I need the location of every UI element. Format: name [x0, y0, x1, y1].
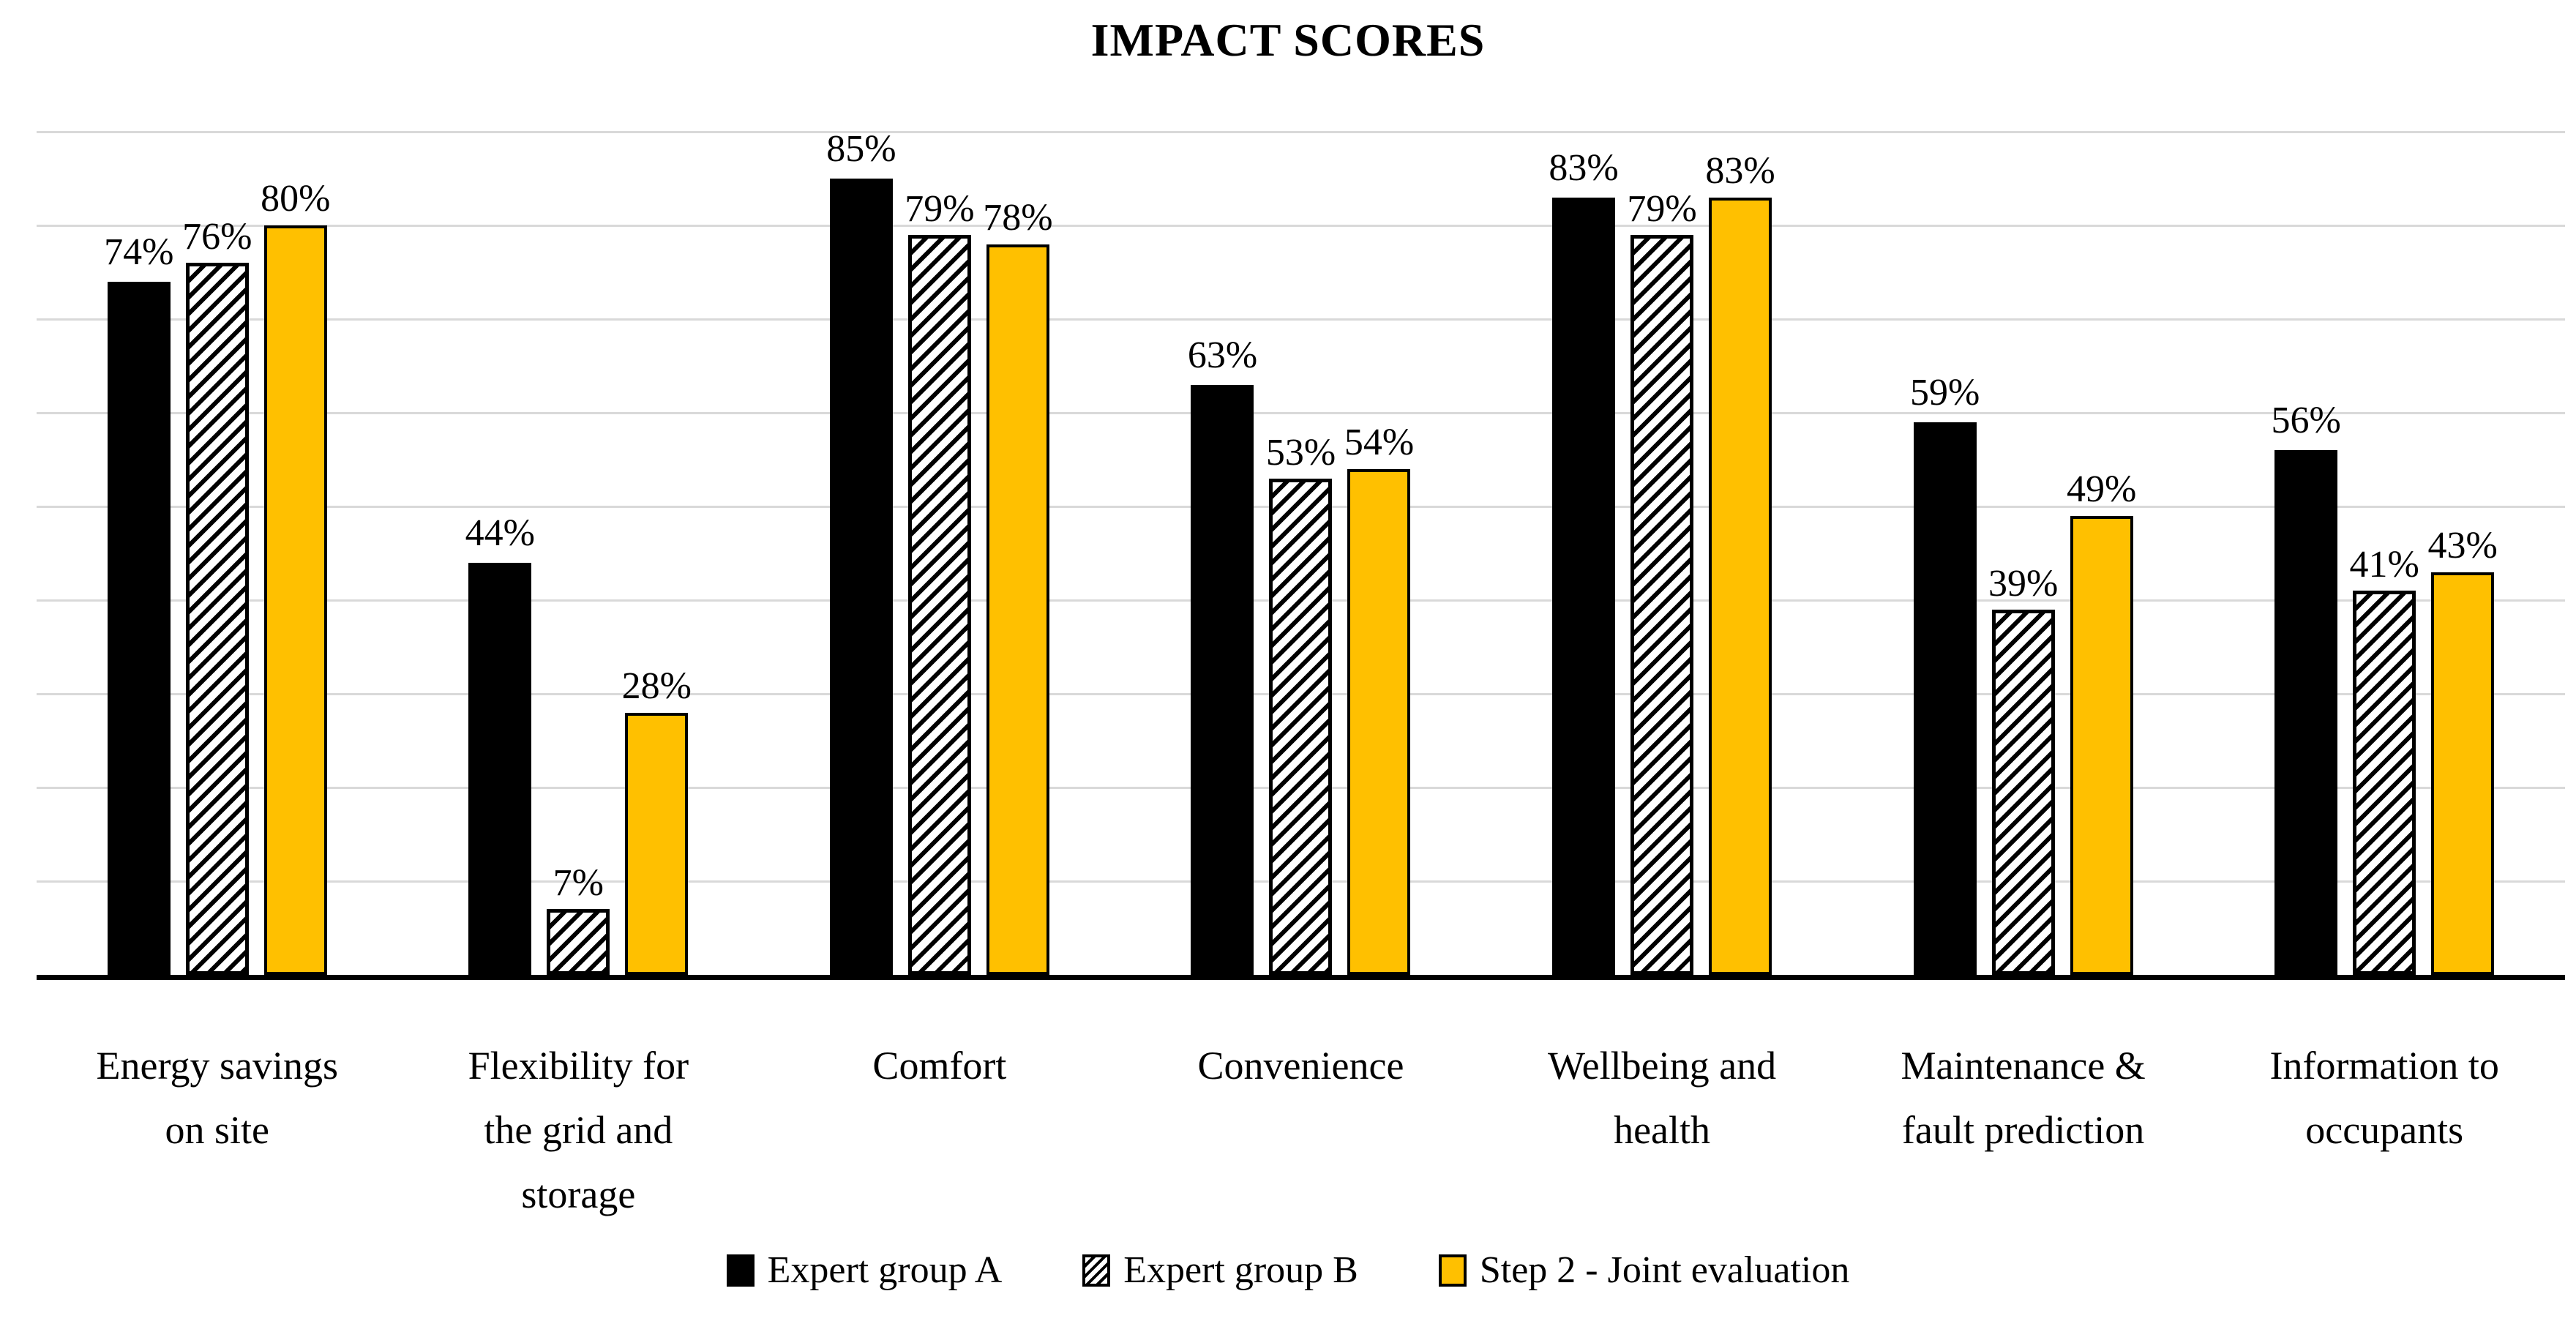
category-label-line: the grid and	[484, 1108, 673, 1152]
bar-data-label: 44%	[465, 512, 536, 555]
bar-data-label: 79%	[1627, 188, 1697, 231]
bar-series-0-category-6: 56%	[2272, 401, 2341, 975]
gridline-60	[37, 412, 2565, 414]
bar-series-0-category-0: 74%	[104, 233, 173, 975]
category-label-line: health	[1614, 1108, 1711, 1152]
bar-data-label: 59%	[1909, 372, 1980, 414]
bar-data-label: 83%	[1705, 150, 1775, 192]
category-label-line: Information to	[2269, 1044, 2499, 1088]
x-axis-line	[37, 975, 2565, 980]
bar-series-2-category-2: 78%	[983, 198, 1053, 975]
legend-swatch-icon	[1082, 1254, 1111, 1287]
bar-group: 56% 41% 43%	[2204, 0, 2565, 975]
bar-series-0-category-5: 59%	[1910, 373, 1980, 975]
legend-item-1: Expert group B	[1082, 1249, 1358, 1292]
bar-data-label: 56%	[2271, 400, 2341, 442]
category-label-line: fault prediction	[1901, 1108, 2145, 1152]
category-label-line: on site	[165, 1108, 270, 1152]
bar-series-1-category-5: 39%	[1988, 564, 2058, 975]
bar-group: 59% 39% 49%	[1843, 0, 2204, 975]
bar-series-1-category-3: 53%	[1266, 433, 1336, 975]
legend-label: Step 2 - Joint evaluation	[1479, 1249, 1850, 1291]
bar-group: 85% 79% 78%	[759, 0, 1120, 975]
category-label-1: Flexibility for the grid and storage	[398, 1033, 760, 1227]
category-label-line: Convenience	[1197, 1044, 1404, 1088]
category-label-4: Wellbeing and health	[1481, 1033, 1843, 1162]
bar-group: 63% 53% 54%	[1120, 0, 1482, 975]
category-label-6: Information to occupants	[2204, 1033, 2565, 1162]
bar-series-0-category-3: 63%	[1188, 336, 1257, 975]
legend-item-0: Expert group A	[726, 1249, 1003, 1292]
bar-series-0-category-4: 83%	[1549, 149, 1619, 975]
bar-data-label: 43%	[2427, 525, 2498, 567]
bar-data-label: 74%	[104, 231, 174, 274]
bar-series-1-category-0: 76%	[182, 217, 252, 975]
bar-data-label: 63%	[1187, 334, 1258, 377]
bar-data-label: 79%	[905, 188, 975, 231]
bar-group: 74% 76% 80%	[37, 0, 398, 975]
bar-series-2-category-5: 49%	[2067, 470, 2136, 975]
legend: Expert group A Expert group B Step 2 - Joi…	[0, 1249, 2576, 1292]
category-label-line: storage	[521, 1172, 636, 1216]
bar-data-label: 7%	[553, 862, 604, 905]
bar-series-0-category-1: 44%	[465, 514, 535, 975]
bar-data-label: 28%	[621, 665, 692, 708]
category-label-5: Maintenance & fault prediction	[1843, 1033, 2204, 1162]
category-label-line: Comfort	[872, 1044, 1007, 1088]
bar-data-label: 41%	[2349, 544, 2419, 586]
legend-label: Expert group B	[1123, 1249, 1358, 1291]
bar-series-1-category-1: 7%	[547, 864, 610, 975]
bar-series-2-category-3: 54%	[1344, 423, 1414, 975]
category-label-0: Energy savings on site	[37, 1033, 398, 1162]
category-label-line: Energy savings	[96, 1044, 339, 1088]
bar-data-label: 85%	[826, 128, 896, 171]
bar-data-label: 53%	[1265, 432, 1336, 474]
legend-swatch-icon	[1438, 1254, 1467, 1287]
category-label-2: Comfort	[759, 1033, 1120, 1098]
category-label-3: Convenience	[1120, 1033, 1482, 1098]
category-label-line: Maintenance &	[1901, 1044, 2146, 1088]
gridline-80	[37, 225, 2565, 227]
bar-series-0-category-2: 85%	[826, 130, 896, 975]
bar-series-2-category-1: 28%	[622, 667, 692, 975]
legend-swatch-icon	[726, 1254, 755, 1287]
gridline-90	[37, 131, 2565, 133]
bar-data-label: 78%	[983, 197, 1053, 239]
bar-series-1-category-4: 79%	[1627, 190, 1697, 975]
bar-data-label: 39%	[1988, 563, 2059, 605]
chart-title: IMPACT SCORES	[1090, 14, 1486, 66]
category-label-line: Wellbeing and	[1548, 1044, 1777, 1088]
legend-label: Expert group A	[767, 1249, 1003, 1291]
bar-series-2-category-4: 83%	[1705, 151, 1775, 975]
bar-data-label: 54%	[1344, 422, 1415, 464]
bar-series-1-category-6: 41%	[2350, 545, 2419, 975]
bar-series-2-category-0: 80%	[261, 179, 330, 975]
bar-group: 83% 79% 83%	[1481, 0, 1843, 975]
category-label-line: occupants	[2305, 1108, 2464, 1152]
bar-data-label: 49%	[2066, 468, 2137, 511]
bar-group: 44% 7% 28%	[398, 0, 760, 975]
legend-item-2: Step 2 - Joint evaluation	[1438, 1249, 1850, 1292]
bar-data-label: 83%	[1549, 147, 1619, 190]
gridline-70	[37, 318, 2565, 321]
bar-data-label: 80%	[261, 178, 331, 220]
bar-series-2-category-6: 43%	[2428, 526, 2498, 975]
bar-series-1-category-2: 79%	[905, 190, 975, 975]
category-label-line: Flexibility for	[468, 1044, 689, 1088]
bar-data-label: 76%	[182, 216, 252, 258]
